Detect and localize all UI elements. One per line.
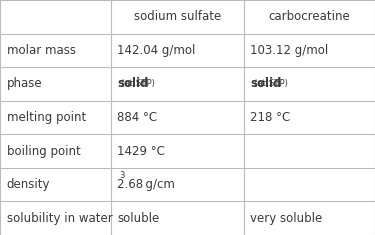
Text: 142.04 g/mol: 142.04 g/mol bbox=[117, 44, 196, 57]
Text: (at STP): (at STP) bbox=[122, 79, 155, 88]
Text: (at STP): (at STP) bbox=[255, 79, 288, 88]
Text: 884 °C: 884 °C bbox=[117, 111, 158, 124]
Text: 103.12 g/mol: 103.12 g/mol bbox=[251, 44, 329, 57]
Text: solubility in water: solubility in water bbox=[7, 212, 112, 225]
Text: soluble: soluble bbox=[117, 212, 160, 225]
Text: very soluble: very soluble bbox=[251, 212, 323, 225]
Text: carbocreatine: carbocreatine bbox=[268, 10, 350, 23]
Text: sodium sulfate: sodium sulfate bbox=[134, 10, 221, 23]
Text: melting point: melting point bbox=[7, 111, 86, 124]
Text: 2.68 g/cm: 2.68 g/cm bbox=[117, 178, 175, 191]
Text: solid: solid bbox=[117, 77, 149, 90]
Text: density: density bbox=[7, 178, 50, 191]
Text: molar mass: molar mass bbox=[7, 44, 76, 57]
Text: 218 °C: 218 °C bbox=[251, 111, 291, 124]
Text: boiling point: boiling point bbox=[7, 145, 81, 158]
Text: 1429 °C: 1429 °C bbox=[117, 145, 165, 158]
Text: 3: 3 bbox=[119, 171, 124, 180]
Text: phase: phase bbox=[7, 77, 42, 90]
Text: solid: solid bbox=[251, 77, 282, 90]
